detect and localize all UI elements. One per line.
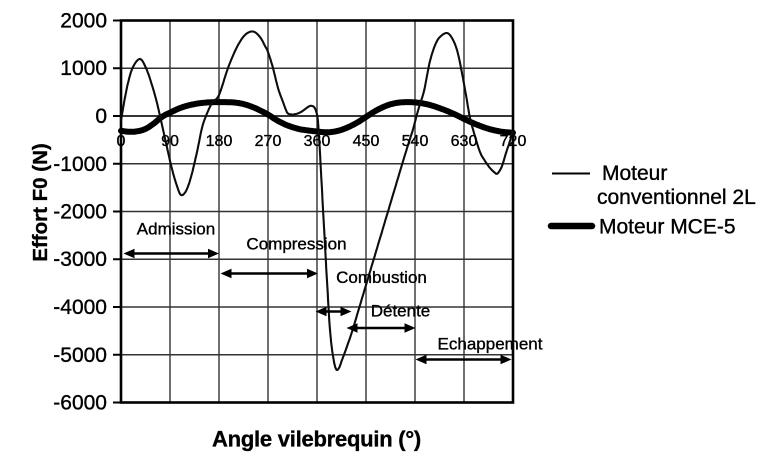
- svg-text:-1000: -1000: [53, 153, 107, 176]
- svg-text:0: 0: [95, 105, 107, 128]
- svg-text:720: 720: [500, 133, 527, 150]
- svg-text:Moteur MCE-5: Moteur MCE-5: [599, 216, 736, 239]
- svg-text:450: 450: [353, 133, 380, 150]
- svg-text:630: 630: [451, 133, 478, 150]
- svg-text:1000: 1000: [60, 57, 107, 80]
- svg-text:Echappement: Echappement: [438, 335, 543, 354]
- svg-text:360: 360: [304, 133, 331, 150]
- svg-text:Moteur: Moteur: [602, 162, 667, 185]
- svg-text:90: 90: [161, 133, 179, 150]
- svg-text:-5000: -5000: [53, 344, 107, 367]
- svg-text:Détente: Détente: [371, 302, 431, 321]
- svg-text:Admission: Admission: [137, 220, 215, 239]
- svg-text:Angle vilebrequin (°): Angle vilebrequin (°): [212, 427, 421, 452]
- svg-text:270: 270: [255, 133, 282, 150]
- svg-text:-6000: -6000: [53, 392, 107, 415]
- svg-text:-2000: -2000: [53, 201, 107, 224]
- svg-text:Effort F0 (N): Effort F0 (N): [29, 143, 52, 261]
- svg-text:conventionnel 2L: conventionnel 2L: [597, 186, 756, 209]
- svg-text:-4000: -4000: [53, 296, 107, 319]
- svg-text:-3000: -3000: [53, 248, 107, 271]
- svg-text:Combustion: Combustion: [336, 268, 427, 287]
- svg-text:540: 540: [402, 133, 429, 150]
- svg-text:0: 0: [117, 133, 126, 150]
- svg-text:2000: 2000: [60, 10, 107, 33]
- svg-text:Compression: Compression: [246, 235, 346, 254]
- svg-text:180: 180: [206, 133, 233, 150]
